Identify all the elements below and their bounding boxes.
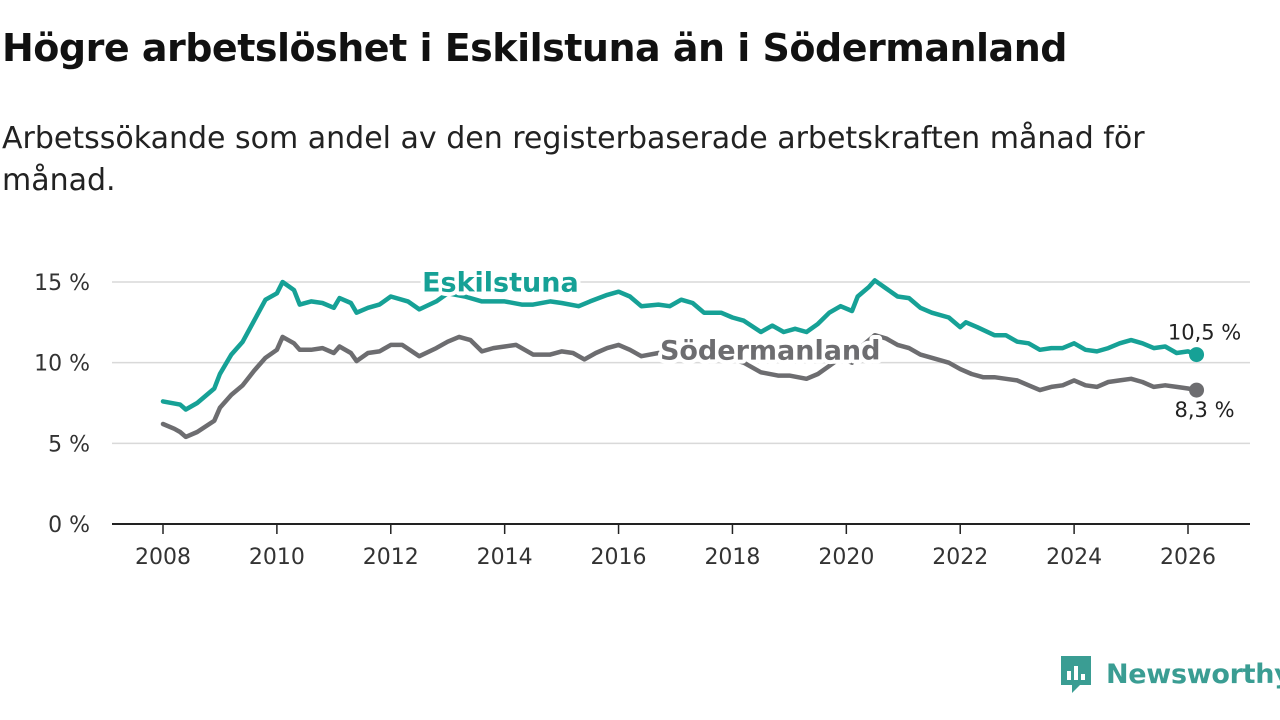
series-line-södermanland — [160, 332, 1199, 440]
x-tick-label: 2008 — [135, 545, 191, 570]
chart-subtitle: Arbetssökande som andel av den registerb… — [2, 121, 1145, 198]
gridlines — [112, 281, 1250, 445]
newsworthy-logo-icon — [1061, 656, 1091, 693]
y-tick-label: 5 % — [48, 432, 90, 457]
x-tick-label: 2016 — [591, 545, 647, 570]
y-tick-label: 10 % — [34, 352, 90, 377]
chart-title: Högre arbetslöshet i Eskilstuna än i Söd… — [2, 26, 1067, 70]
brand: Newsworthy — [1058, 654, 1280, 694]
x-tick-label: 2026 — [1160, 545, 1216, 570]
axes: 0 % 5 % 10 % 15 % 2008 2010 2012 2014 2016 2018 20… — [34, 271, 1250, 570]
x-tick-label: 2018 — [704, 545, 760, 570]
end-point-eskilstuna — [1189, 347, 1205, 363]
y-tick-label: 15 % — [34, 271, 90, 296]
series-label-södermanland: Södermanland — [660, 335, 881, 366]
end-point-södermanland — [1189, 382, 1205, 398]
end-value-label: 8,3 % — [1175, 398, 1235, 422]
series-lines — [160, 278, 1205, 440]
end-value-label: 10,5 % — [1168, 321, 1241, 345]
x-tick-label: 2024 — [1046, 545, 1102, 570]
x-tick-label: 2022 — [932, 545, 988, 570]
series-labels: 10,5 % 8,3 % Eskilstuna Södermanland — [418, 264, 1241, 422]
x-tick-label: 2014 — [477, 545, 533, 570]
x-tick-label: 2010 — [249, 545, 305, 570]
x-tick-label: 2012 — [363, 545, 419, 570]
x-tick-label: 2020 — [818, 545, 874, 570]
brand-name: Newsworthy — [1106, 658, 1280, 690]
y-tick-label: 0 % — [48, 513, 90, 538]
series-label-eskilstuna: Eskilstuna — [422, 268, 579, 299]
series-line-eskilstuna — [160, 278, 1199, 412]
